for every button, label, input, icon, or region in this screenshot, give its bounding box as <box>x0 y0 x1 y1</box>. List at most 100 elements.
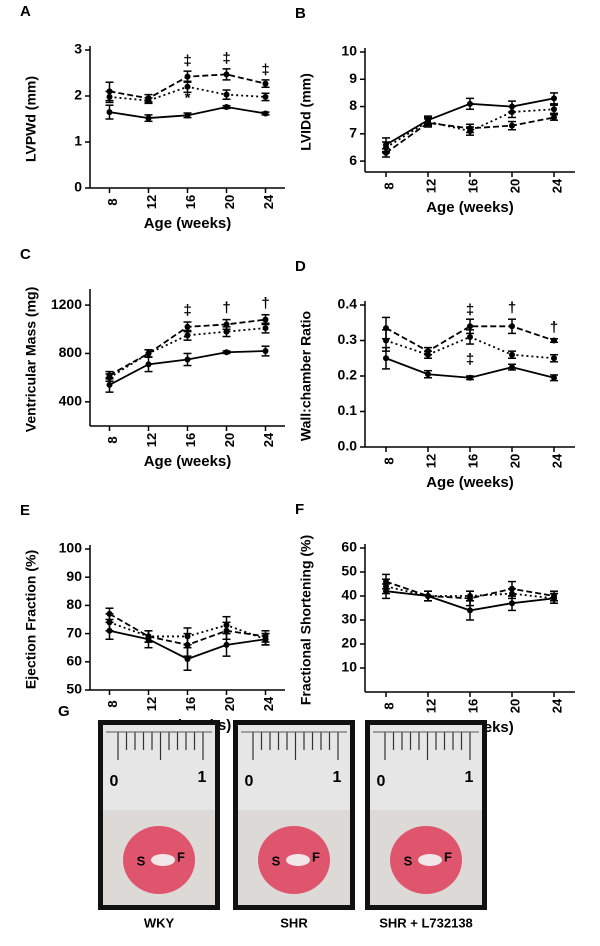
x-axis-label: Age (weeks) <box>144 215 232 232</box>
chart-panel: B 6 7 8 9 10 8 12 16 20 24 Age (weeks) LVIDd (mm) <box>295 5 575 216</box>
x-tick-label: 16 <box>465 699 480 713</box>
scale-label: 0 <box>110 773 119 790</box>
x-tick-label: 12 <box>144 195 159 209</box>
data-point <box>425 371 431 378</box>
panel-label: D <box>295 258 306 275</box>
x-tick-label: 16 <box>183 697 198 711</box>
scale-label: 1 <box>465 769 474 786</box>
data-point <box>184 655 191 662</box>
scale-label: 1 <box>333 769 342 786</box>
data-point <box>145 633 152 640</box>
lumen <box>286 854 310 866</box>
data-point <box>467 100 473 107</box>
x-tick-label: 12 <box>144 433 159 447</box>
y-axis-label: Wall:chamber Ratio <box>298 311 314 441</box>
y-tick-label: 1 <box>74 133 82 149</box>
data-point <box>551 114 557 121</box>
x-tick-label: 12 <box>144 697 159 711</box>
x-axis-label: Age (weeks) <box>426 199 514 216</box>
scale-label: 0 <box>245 773 254 790</box>
x-tick-label: 20 <box>222 433 237 447</box>
x-tick-label: 8 <box>381 182 396 189</box>
scale-label: 0 <box>377 773 386 790</box>
y-tick-label: 20 <box>341 635 357 651</box>
section-mark: S <box>404 853 413 868</box>
data-point <box>145 361 152 368</box>
section-mark: F <box>177 849 185 864</box>
data-point <box>184 73 191 80</box>
data-point <box>184 112 191 119</box>
x-tick-label: 24 <box>261 432 276 447</box>
data-point <box>223 91 230 98</box>
y-tick-label: 70 <box>66 624 82 640</box>
data-point <box>223 622 230 629</box>
y-tick-label: 30 <box>341 611 357 627</box>
data-point <box>551 337 557 344</box>
section-mark: S <box>137 853 146 868</box>
panel-label: E <box>20 502 30 519</box>
y-axis-label: LVPWd (mm) <box>23 76 39 162</box>
x-tick-label: 24 <box>549 178 564 193</box>
x-axis-label: Age (weeks) <box>144 453 232 470</box>
x-tick-label: 8 <box>105 198 120 205</box>
y-tick-label: 0.4 <box>338 296 358 312</box>
section-mark: F <box>444 849 452 864</box>
data-point <box>425 118 431 125</box>
data-point <box>551 95 557 102</box>
data-point <box>262 110 269 117</box>
annotation: ‡ <box>466 351 474 368</box>
y-tick-label: 10 <box>341 43 357 59</box>
y-tick-label: 3 <box>74 41 82 57</box>
data-point <box>106 374 113 381</box>
data-point <box>262 636 269 643</box>
data-point <box>467 607 473 614</box>
data-point <box>223 641 230 648</box>
y-tick-label: 400 <box>59 393 83 409</box>
panel-label: B <box>295 5 306 22</box>
x-tick-label: 16 <box>465 179 480 193</box>
scale-label: 1 <box>198 769 207 786</box>
y-tick-label: 0.0 <box>338 438 358 454</box>
data-point <box>551 374 557 381</box>
y-tick-label: 800 <box>59 344 83 360</box>
annotation: ‡ <box>222 50 230 67</box>
lumen <box>418 854 442 866</box>
data-point <box>184 633 191 640</box>
data-point <box>145 97 152 104</box>
annotation: ‡ <box>466 301 474 318</box>
y-tick-label: 10 <box>341 659 357 675</box>
lumen <box>151 854 175 866</box>
panel-label: F <box>295 501 304 518</box>
y-axis-label: Ejection Fraction (%) <box>23 550 39 689</box>
data-point <box>467 323 473 330</box>
data-point <box>223 71 230 78</box>
x-tick-label: 8 <box>381 457 396 464</box>
data-point <box>184 332 191 339</box>
data-point <box>509 600 515 607</box>
annotation: † <box>550 319 558 336</box>
panel-label: G <box>58 703 70 720</box>
data-point <box>223 349 230 356</box>
section-mark: S <box>272 853 281 868</box>
ruler <box>103 725 215 810</box>
x-tick-label: 20 <box>507 699 522 713</box>
series-line <box>109 327 266 379</box>
data-point <box>106 381 113 388</box>
photo-caption: SHR <box>280 915 308 930</box>
data-point <box>262 348 269 355</box>
data-point <box>383 144 389 151</box>
chart-panel: D 0.0 0.1 0.2 0.3 0.4 8 12 16 20 24 Age (weeks) Wall… <box>295 258 575 491</box>
x-tick-label: 20 <box>222 697 237 711</box>
y-tick-label: 0.2 <box>338 367 358 383</box>
x-tick-label: 8 <box>381 702 396 709</box>
x-tick-label: 8 <box>105 700 120 707</box>
photo: 0 1 S F SHR <box>233 720 355 930</box>
annotation: † <box>261 295 269 312</box>
x-axis-label: Age (weeks) <box>426 474 514 491</box>
data-point <box>509 364 515 371</box>
data-point <box>184 356 191 363</box>
data-point <box>551 106 557 113</box>
annotation: ‡ <box>261 62 269 79</box>
x-tick-label: 24 <box>549 453 564 468</box>
